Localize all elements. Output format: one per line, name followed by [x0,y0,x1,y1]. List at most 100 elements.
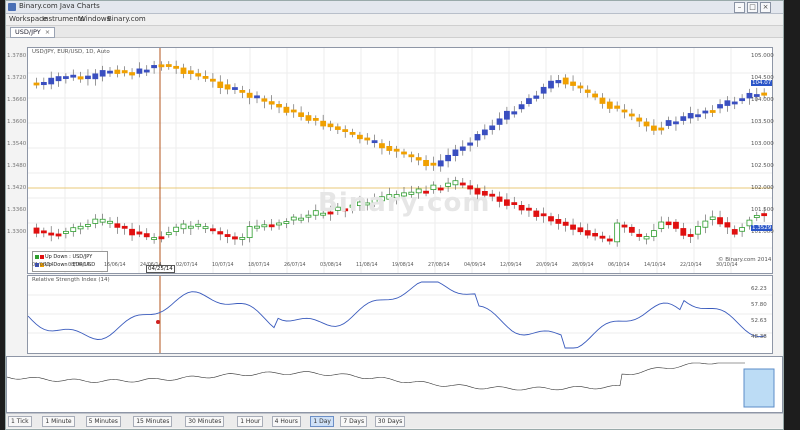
rsi-line-chart [28,276,772,353]
timeframe-button-1-day[interactable]: 1 Day [310,416,334,427]
usdjpy-candle [599,235,606,239]
timeframe-button-15-minutes[interactable]: 15 Minutes [133,416,173,427]
navigator-line [7,362,745,391]
chart-tab-strip: USD/JPY × [6,26,783,38]
eurusd-candle [584,89,591,93]
timeframe-button-1-hour[interactable]: 1 Hour [237,416,264,427]
usdjpy-candle [143,233,150,238]
rsi-pane[interactable]: Relative Strength Index (14) [27,275,773,354]
usdjpy-candle [709,216,716,220]
timeframe-button-1-tick[interactable]: 1 Tick [8,416,32,427]
tab-close-icon[interactable]: × [44,28,51,36]
minimize-button[interactable]: – [734,2,745,13]
tab-usdjpy[interactable]: USD/JPY × [10,27,56,38]
eurusd-candle [276,104,282,108]
usdjpy-candle [489,193,496,197]
usdjpy-candle [283,221,290,224]
menu-workspace[interactable]: Workspace [9,15,48,23]
eurusd-candle [702,110,709,114]
close-button[interactable]: × [760,2,771,13]
eurusd-candle [651,125,657,131]
eurusd-candle [695,114,701,118]
price-tick-label: 1.3360 [7,207,27,213]
usdjpy-candle [415,188,422,194]
tab-label: USD/JPY [15,28,41,36]
eurusd-candle [232,87,238,90]
usdjpy-candle [180,223,187,230]
usdjpy-candle [540,213,547,217]
eurusd-candle [452,149,459,157]
app-logo-icon [8,3,16,11]
eurusd-candle [180,67,187,74]
maximize-button[interactable]: □ [747,2,758,13]
title-bar: Binary.com Java Charts – □ × [6,1,783,14]
usdjpy-candle [467,185,474,190]
timeframe-button-5-minutes[interactable]: 5 Minutes [85,416,121,427]
timeframe-button-30-minutes[interactable]: 30 Minutes [185,416,225,427]
eurusd-candle [379,143,385,149]
eurusd-candle [261,98,268,102]
timeframe-button-1-minute[interactable]: 1 Minute [42,416,75,427]
timeframe-button-7-days[interactable]: 7 Days [340,416,368,427]
date-tick-label: 01/06/14 [32,263,54,268]
eurusd-candle [592,93,598,98]
eurusd-candle [496,118,503,125]
candlestick-chart [28,48,772,273]
usdjpy-candle [379,196,385,202]
eurusd-candle [731,101,738,105]
price-tick-label: 104.500 [751,75,774,81]
menu-instruments[interactable]: Instruments [42,15,85,23]
menu-binary[interactable]: Binary.com [107,15,146,23]
eurusd-candle [63,76,69,79]
eurusd-candle [430,162,437,166]
date-tick-label: 20/09/14 [536,263,558,268]
eurusd-candle [643,121,650,127]
eurusd-candle [85,75,91,80]
usdjpy-candle [459,182,466,186]
eurusd-candle [562,77,569,85]
usdjpy-candle [85,224,91,227]
legend-item: Up Down : EUR/USD [35,262,95,268]
eurusd-candle [386,146,393,151]
usdjpy-candle [614,222,621,243]
usdjpy-candle [577,227,584,233]
usdjpy-candle [731,229,738,235]
eurusd-candle [437,160,444,167]
date-tick-label: 27/08/14 [428,263,450,268]
usdjpy-candle [151,237,157,240]
usdjpy-candle [401,192,407,197]
rsi-tick-label: 62.23 [751,286,767,292]
date-tick-label: 10/07/14 [212,263,234,268]
usdjpy-candle [327,211,334,215]
date-tick-label: 26/07/14 [284,263,306,268]
usdjpy-candle [312,210,319,216]
timeframe-button-30-days[interactable]: 30 Days [374,416,406,427]
usdjpy-candle [136,231,143,235]
usdjpy-candle [129,228,135,236]
usdjpy-candle [290,216,297,221]
main-chart-pane[interactable]: USD/JPY, EUR/USD, 1D, Auto Binary.com © … [27,47,773,274]
date-tick-label: 28/09/14 [572,263,594,268]
eurusd-candle [526,98,532,104]
eurusd-candle [423,160,429,167]
usdjpy-candle [717,217,723,225]
date-tick-label: 03/08/14 [320,263,342,268]
eurusd-candle [143,69,150,73]
eurusd-candle [136,68,143,74]
price-tick-label: 1.3540 [7,141,27,147]
eurusd-candle [408,154,415,158]
usdjpy-candle [658,221,665,229]
menu-windows[interactable]: Windows [79,15,111,23]
eurusd-candle [77,76,84,80]
usdjpy-candle [496,196,503,202]
navigator-pane[interactable] [6,356,783,413]
usdjpy-candle [423,190,429,194]
eurusd-candle [614,105,621,109]
usdjpy-candle [364,202,371,206]
usdjpy-candle [518,204,525,211]
eurusd-candle [114,69,121,74]
timeframe-button-4-hours[interactable]: 4 Hours [271,416,301,427]
eurusd-candle [393,148,400,152]
usdjpy-candle [305,214,312,218]
eurusd-candle [459,146,466,151]
